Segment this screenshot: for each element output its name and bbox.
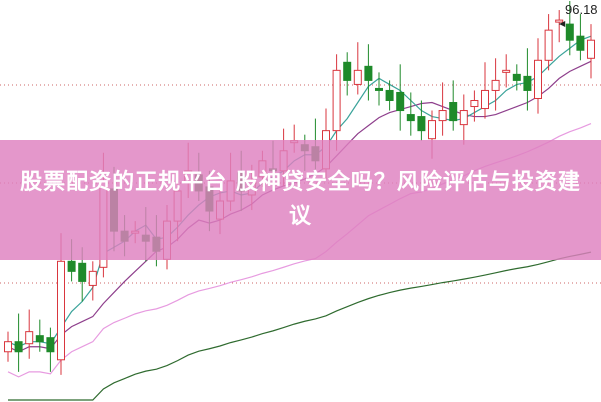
candle-down bbox=[78, 262, 87, 282]
candle-down bbox=[523, 75, 532, 91]
candle-up bbox=[534, 59, 542, 99]
candle-up bbox=[459, 110, 468, 126]
candle-up bbox=[438, 110, 447, 122]
candle-down bbox=[406, 114, 415, 122]
max-price-label: 96.18 bbox=[565, 2, 598, 17]
candle-down bbox=[396, 91, 405, 112]
candle-up bbox=[57, 260, 65, 361]
candle-up bbox=[332, 69, 341, 132]
candle-up bbox=[502, 69, 511, 73]
candle-down bbox=[512, 73, 521, 81]
candle-up bbox=[25, 331, 34, 345]
article-title: 股票配资的正规平台 股神贷安全吗？风险评估与投资建议 bbox=[20, 170, 581, 229]
candle-down bbox=[343, 61, 352, 81]
candle-up bbox=[491, 79, 500, 91]
candle-up bbox=[470, 100, 479, 108]
candle-down bbox=[449, 102, 458, 122]
title-banner: 股票配资的正规平台 股神贷安全吗？风险评估与投资建议 bbox=[0, 140, 601, 260]
candle-down bbox=[565, 23, 574, 41]
candle-down bbox=[417, 116, 426, 132]
candle-up bbox=[555, 19, 564, 23]
candle-up bbox=[481, 89, 489, 110]
candle-down bbox=[35, 335, 44, 343]
candle-down bbox=[14, 341, 23, 353]
candle-down bbox=[385, 89, 394, 101]
candle-up bbox=[428, 120, 436, 140]
candle-down bbox=[364, 65, 373, 81]
ma-line-longest bbox=[8, 251, 592, 401]
candle-up bbox=[4, 341, 12, 353]
candle-down bbox=[375, 87, 383, 91]
candle-down bbox=[46, 337, 55, 353]
max-pointer-arrow-icon bbox=[559, 21, 566, 28]
candle-up bbox=[544, 29, 553, 61]
candle-up bbox=[353, 69, 362, 85]
candle-down bbox=[67, 260, 76, 272]
candle-up bbox=[88, 270, 97, 286]
candle-up bbox=[587, 39, 595, 59]
candle-down bbox=[576, 35, 585, 51]
